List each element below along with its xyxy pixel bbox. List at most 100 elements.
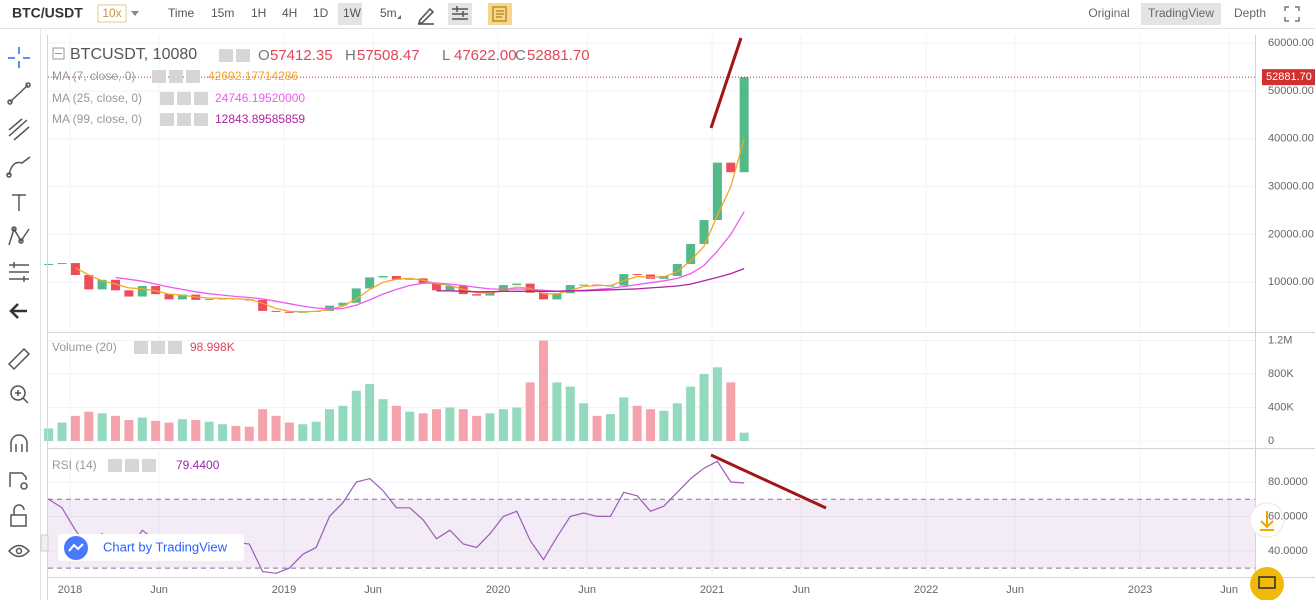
candle bbox=[512, 283, 522, 286]
volume-bar bbox=[97, 413, 107, 441]
interval[interactable]: 1H bbox=[251, 6, 266, 20]
x-tick-label: 2020 bbox=[486, 584, 510, 596]
candle bbox=[686, 243, 696, 265]
ohlc-value: 47622.00 bbox=[454, 47, 517, 64]
volume-bar bbox=[672, 403, 682, 441]
candle bbox=[646, 274, 656, 279]
draw-icon[interactable] bbox=[417, 7, 435, 25]
candle bbox=[151, 286, 161, 295]
text-tool[interactable] bbox=[12, 194, 26, 211]
volume-bar bbox=[686, 386, 696, 441]
view-tab[interactable]: Original bbox=[1088, 6, 1129, 20]
interval[interactable]: 1D bbox=[313, 6, 329, 20]
trend-line-price[interactable] bbox=[709, 37, 743, 129]
zoom-tool[interactable] bbox=[10, 385, 29, 404]
y-tick-label: 400K bbox=[1268, 401, 1294, 413]
volume-bar bbox=[391, 405, 401, 441]
volume-bar bbox=[432, 409, 442, 441]
candle bbox=[378, 275, 388, 278]
side-collapse[interactable] bbox=[40, 534, 49, 552]
volume-bar bbox=[137, 417, 147, 441]
volume-bar bbox=[365, 384, 375, 441]
volume-bar bbox=[244, 426, 254, 441]
volume-bar bbox=[512, 407, 522, 441]
ma-value: 12843.89585859 bbox=[215, 112, 305, 126]
volume-bar bbox=[231, 425, 241, 441]
watermark-logo-mark bbox=[68, 543, 84, 552]
volume-bar bbox=[124, 420, 134, 441]
y-tick-label: 50000.00 bbox=[1268, 85, 1314, 97]
chat-button[interactable] bbox=[1250, 567, 1284, 600]
ruler-tool[interactable] bbox=[7, 347, 31, 371]
volume-bar bbox=[632, 405, 642, 441]
candle bbox=[271, 310, 281, 312]
pitchfork-tool[interactable] bbox=[8, 118, 30, 141]
candle bbox=[552, 293, 562, 300]
y-tick-label: 40.0000 bbox=[1268, 545, 1308, 557]
download-icon bbox=[1260, 511, 1274, 531]
interval[interactable]: 4H bbox=[282, 6, 297, 20]
candle bbox=[325, 305, 335, 311]
settings-icon[interactable] bbox=[452, 6, 468, 20]
candle bbox=[84, 275, 94, 290]
lock-drawing-tool[interactable] bbox=[9, 472, 28, 490]
volume-bar bbox=[498, 409, 508, 441]
dropdown-arrow[interactable] bbox=[131, 11, 139, 16]
magnet-tool[interactable] bbox=[10, 434, 28, 452]
view-tab[interactable]: TradingView bbox=[1148, 6, 1214, 20]
volume-bar bbox=[619, 397, 629, 441]
candle bbox=[472, 294, 482, 296]
x-tick-label: Jun bbox=[1220, 584, 1238, 596]
notes-icon[interactable] bbox=[492, 6, 507, 22]
view-tab[interactable]: Depth bbox=[1234, 6, 1266, 20]
back-arrow[interactable] bbox=[9, 303, 27, 319]
visibility-tool[interactable] bbox=[7, 544, 31, 558]
leverage-box[interactable] bbox=[97, 4, 127, 23]
candle bbox=[458, 286, 468, 295]
symbol[interactable]: BTC/USDT bbox=[12, 5, 83, 21]
volume-bar bbox=[472, 415, 482, 441]
marks bbox=[44, 76, 1255, 574]
volume-bar bbox=[284, 422, 294, 441]
ohlc-label: C bbox=[515, 47, 526, 64]
candle bbox=[498, 285, 508, 292]
volume-bar bbox=[579, 403, 589, 441]
y-tick-label: 1.2M bbox=[1268, 334, 1292, 346]
candle bbox=[418, 278, 428, 284]
rsi-value: 79.4400 bbox=[176, 458, 220, 472]
x-tick-label: Jun bbox=[578, 584, 596, 596]
crosshair-tool[interactable] bbox=[8, 47, 30, 68]
interval-5m[interactable]: 5m bbox=[380, 6, 397, 20]
ohlc-label: H bbox=[345, 47, 356, 64]
ohlc-label: L bbox=[442, 47, 450, 64]
candle bbox=[726, 162, 736, 173]
candle bbox=[565, 285, 575, 294]
ohlc-label: O bbox=[258, 47, 270, 64]
legend-buttons[interactable] bbox=[108, 49, 250, 472]
watermark[interactable]: Chart by TradingView bbox=[103, 539, 228, 554]
ohlc-value: 57412.35 bbox=[270, 47, 333, 64]
interval[interactable]: 1W bbox=[343, 6, 362, 20]
forecast-tool[interactable] bbox=[9, 262, 29, 282]
brush-tool[interactable] bbox=[6, 156, 31, 178]
y-tick-label: 0 bbox=[1268, 435, 1274, 447]
ma-legend: MA (99, close, 0) bbox=[52, 112, 142, 126]
volume-bar bbox=[712, 367, 722, 441]
candle bbox=[177, 294, 187, 300]
trend-line-rsi[interactable] bbox=[710, 453, 827, 510]
interval[interactable]: Time bbox=[168, 6, 195, 20]
x-tick-label: 2018 bbox=[58, 584, 82, 596]
candle bbox=[164, 294, 174, 300]
candle bbox=[445, 286, 455, 291]
top-bar bbox=[0, 0, 1315, 28]
leverage[interactable]: 10x bbox=[102, 6, 121, 20]
x-tick-label: Jun bbox=[150, 584, 168, 596]
collapse-box[interactable] bbox=[52, 47, 65, 60]
line-tool[interactable] bbox=[7, 82, 31, 105]
fullscreen-icon[interactable] bbox=[1284, 6, 1300, 22]
ma-line bbox=[115, 211, 745, 310]
interval[interactable]: 15m bbox=[211, 6, 234, 20]
y-tick-label: 40000.00 bbox=[1268, 133, 1314, 145]
pattern-tool[interactable] bbox=[8, 226, 30, 246]
lock-tool[interactable] bbox=[10, 504, 27, 527]
